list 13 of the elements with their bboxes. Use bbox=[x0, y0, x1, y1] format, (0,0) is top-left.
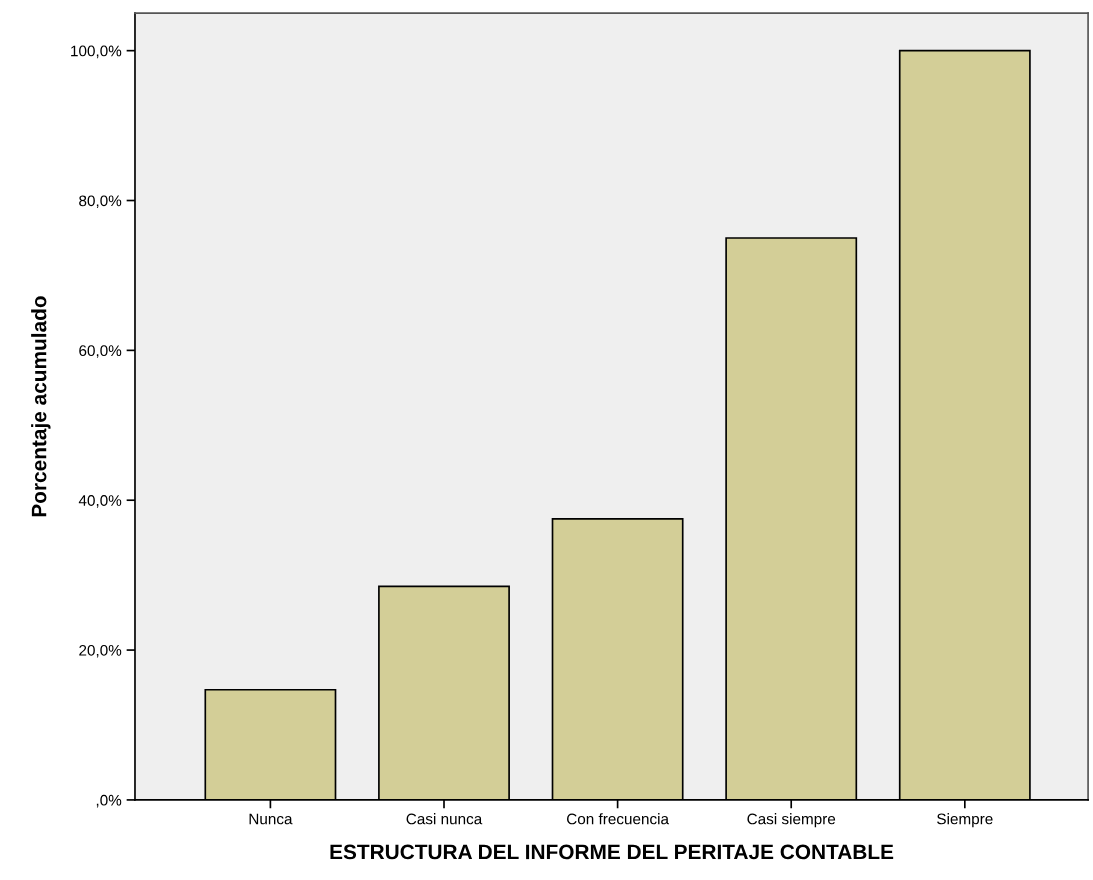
y-tick-label: ,0% bbox=[96, 794, 122, 808]
y-tick-label: 40,0% bbox=[78, 495, 122, 508]
y-tick-label: 20,0% bbox=[79, 644, 122, 658]
x-axis-title: ESTRUCTURA DEL INFORME DEL PERITAJE CONTABLE bbox=[330, 844, 894, 860]
y-tick-label: 100,0% bbox=[71, 45, 122, 59]
y-axis-title: Porcentaje acumulado bbox=[31, 296, 51, 517]
x-tick-label: Casi siempre bbox=[747, 813, 836, 828]
x-tick-label: Nunca bbox=[249, 813, 293, 825]
y-tick-label: 60,0% bbox=[79, 345, 122, 358]
x-tick-label: Casi nunca bbox=[406, 813, 483, 825]
y-tick-label: 80,0% bbox=[79, 195, 122, 209]
x-tick-label: Con frecuencia bbox=[567, 813, 669, 825]
x-tick-label: Siempre bbox=[937, 813, 993, 828]
